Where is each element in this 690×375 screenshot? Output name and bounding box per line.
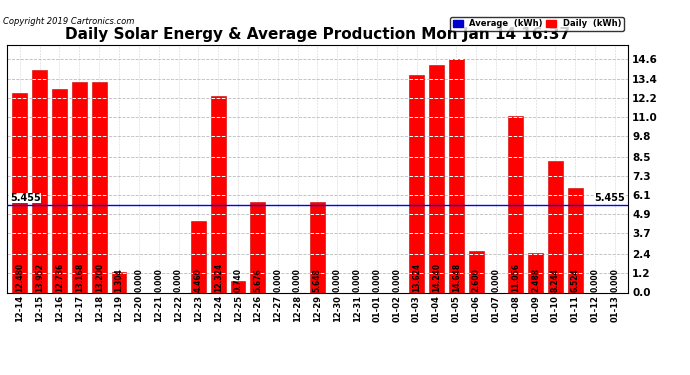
Text: 0.000: 0.000	[293, 268, 302, 292]
Text: 13.952: 13.952	[35, 263, 44, 292]
Text: 13.168: 13.168	[75, 262, 83, 292]
Text: 0.000: 0.000	[373, 268, 382, 292]
Bar	[448, 58, 464, 292]
Bar	[429, 65, 444, 292]
Bar	[12, 93, 27, 292]
Text: 0.000: 0.000	[491, 268, 500, 292]
Text: 11.056: 11.056	[511, 263, 520, 292]
Text: 1.304: 1.304	[115, 268, 124, 292]
Bar	[32, 70, 47, 292]
Text: 12.480: 12.480	[15, 262, 24, 292]
Bar	[548, 161, 563, 292]
Text: 0.000: 0.000	[591, 268, 600, 292]
Bar	[191, 221, 206, 292]
Text: 14.240: 14.240	[432, 262, 441, 292]
Text: 0.000: 0.000	[611, 268, 620, 292]
Text: 0.000: 0.000	[392, 268, 402, 292]
Text: 12.736: 12.736	[55, 262, 64, 292]
Text: 8.244: 8.244	[551, 268, 560, 292]
Text: 13.200: 13.200	[95, 262, 103, 292]
Bar	[469, 251, 484, 292]
Bar	[529, 253, 543, 292]
Text: 4.460: 4.460	[194, 268, 203, 292]
Text: 6.524: 6.524	[571, 268, 580, 292]
Legend: Average  (kWh), Daily  (kWh): Average (kWh), Daily (kWh)	[450, 17, 624, 31]
Bar	[210, 96, 226, 292]
Text: 0.000: 0.000	[273, 268, 282, 292]
Text: 2.600: 2.600	[472, 268, 481, 292]
Text: 0.740: 0.740	[233, 268, 243, 292]
Bar	[52, 89, 67, 292]
Text: 0.000: 0.000	[333, 268, 342, 292]
Bar	[92, 82, 106, 292]
Text: 0.000: 0.000	[353, 268, 362, 292]
Bar	[112, 272, 126, 292]
Text: 2.488: 2.488	[531, 268, 540, 292]
Title: Daily Solar Energy & Average Production Mon Jan 14 16:37: Daily Solar Energy & Average Production …	[65, 27, 570, 42]
Text: 0.000: 0.000	[154, 268, 163, 292]
Text: 0.000: 0.000	[174, 268, 183, 292]
Text: 13.624: 13.624	[412, 262, 421, 292]
Text: 5.455: 5.455	[594, 193, 625, 203]
Bar	[409, 75, 424, 292]
Text: 14.648: 14.648	[452, 262, 461, 292]
Bar	[230, 280, 246, 292]
Text: Copyright 2019 Cartronics.com: Copyright 2019 Cartronics.com	[3, 17, 135, 26]
Text: 5.676: 5.676	[253, 268, 262, 292]
Text: 12.324: 12.324	[214, 262, 223, 292]
Text: 0.000: 0.000	[135, 268, 144, 292]
Bar	[568, 188, 583, 292]
Bar	[509, 116, 523, 292]
Bar	[250, 202, 266, 292]
Bar	[310, 202, 325, 292]
Bar	[72, 82, 87, 292]
Text: 5.648: 5.648	[313, 268, 322, 292]
Text: 5.455: 5.455	[10, 193, 41, 203]
